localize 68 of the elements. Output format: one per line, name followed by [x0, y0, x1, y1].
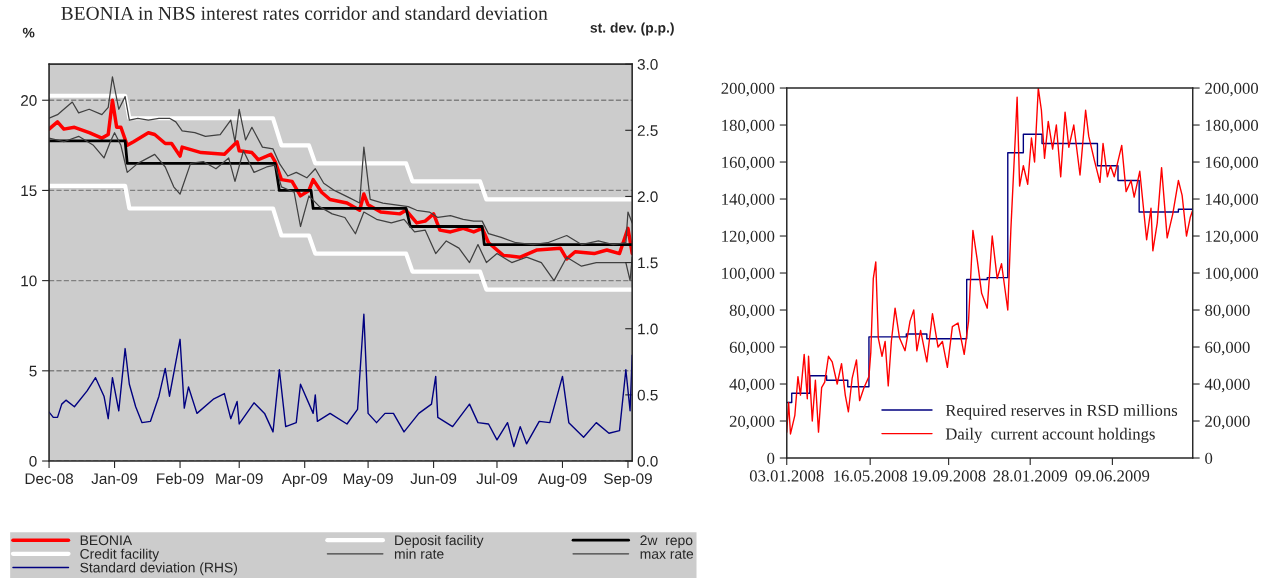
y2-tick-label: 1.0 — [638, 323, 658, 335]
y-tick-label: 0 — [29, 455, 37, 467]
y2-tick-label: 120,000 — [1205, 230, 1259, 245]
x-tick-label: Dec-08 — [25, 473, 74, 485]
y-tick-label: 80,000 — [729, 304, 775, 319]
x-tick-label: 16.05.2008 — [834, 470, 908, 482]
line-series — [49, 76, 633, 246]
y-axis-title: % — [22, 27, 35, 38]
legend-label: BEONIA — [80, 535, 133, 546]
y-tick-label: 20,000 — [729, 415, 775, 430]
y-tick-label: 120,000 — [722, 230, 775, 245]
y2-tick-label: 2.5 — [637, 125, 658, 136]
x-tick-label: Mar-09 — [216, 473, 263, 485]
legend-label: max rate — [640, 549, 694, 559]
y-tick-label: 140,000 — [722, 193, 775, 208]
y-tick-label: 100,000 — [722, 267, 775, 282]
x-tick-label: Jun-09 — [410, 473, 457, 485]
legend-label: min rate — [394, 548, 444, 559]
chart-title: BEONIA in NBS interest rates corridor and standard deviation — [61, 6, 548, 20]
y2-tick-label: 80,000 — [1205, 304, 1250, 319]
y2-tick-label: 180,000 — [1205, 119, 1259, 134]
x-tick-label: Jul-09 — [476, 472, 518, 485]
y-tick-label: 20 — [21, 95, 37, 106]
y2-tick-label: 3.0 — [637, 59, 658, 70]
x-tick-label: 28.01.2009 — [993, 470, 1068, 482]
x-tick-label: Apr-09 — [281, 473, 327, 488]
y-tick-label: 0 — [767, 452, 775, 464]
y2-tick-label: 40,000 — [1204, 378, 1250, 393]
y-tick-label: 200,000 — [721, 82, 775, 97]
legend-label: 2w repo — [640, 535, 693, 548]
line-series — [786, 133, 1193, 404]
y2-tick-label: 100,000 — [1205, 267, 1259, 282]
line-series — [49, 313, 633, 448]
x-tick-label: 19.09.2008 — [912, 470, 986, 482]
y-tick-label: 10 — [21, 275, 37, 287]
y-tick-label: 180,000 — [722, 119, 775, 134]
line-series — [49, 93, 633, 202]
y-tick-label: 15 — [21, 185, 37, 197]
y2-tick-label: 200,000 — [1205, 82, 1259, 97]
x-tick-label: 03.01.2008 — [749, 470, 824, 482]
line-series — [49, 132, 633, 282]
y-tick-label: 5 — [29, 365, 37, 377]
y2-axis-title: st. dev. (p.p.) — [590, 22, 674, 36]
x-tick-label: Aug-09 — [537, 473, 587, 488]
y-tick-label: 40,000 — [729, 378, 775, 393]
x-tick-label: Jan-09 — [91, 473, 138, 485]
x-tick-label: 09.06.2009 — [1075, 470, 1150, 482]
y2-tick-label: 0 — [1205, 452, 1213, 464]
y-tick-label: 60,000 — [729, 341, 775, 356]
y2-tick-label: 20,000 — [1205, 415, 1250, 430]
legend-label: Required reserves in RSD millions — [945, 404, 1178, 420]
line-series — [49, 183, 633, 292]
x-tick-label: Feb-09 — [157, 472, 204, 485]
legend-label: Deposit facility — [395, 534, 484, 548]
legend-label: Credit facility — [80, 548, 160, 562]
y2-tick-label: 1.5 — [638, 257, 658, 269]
x-tick-label: May-09 — [343, 473, 393, 488]
y-tick-label: 160,000 — [722, 156, 775, 171]
legend-label: Daily current account holdings — [945, 427, 1155, 444]
legend-label: Standard deviation (RHS) — [80, 562, 238, 576]
y2-tick-label: 160,000 — [1205, 156, 1259, 171]
x-tick-label: Sep-09 — [604, 473, 652, 488]
y2-tick-label: 60,000 — [1205, 341, 1250, 356]
y2-tick-label: 0.5 — [637, 389, 658, 401]
y2-tick-label: 2.0 — [637, 191, 658, 203]
y2-tick-label: 0.0 — [637, 455, 658, 467]
line-series — [49, 98, 633, 261]
y2-tick-label: 140,000 — [1205, 193, 1259, 208]
